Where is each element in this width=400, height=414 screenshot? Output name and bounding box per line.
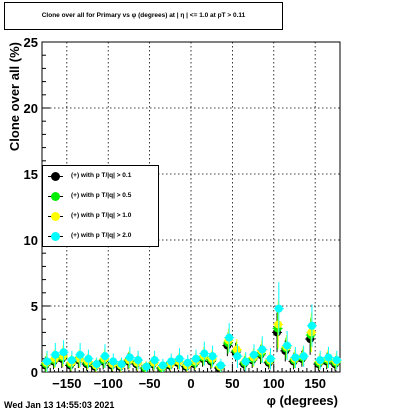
data-point	[76, 350, 85, 359]
data-point	[117, 360, 126, 369]
data-point	[299, 352, 308, 361]
chart-title: Clone over all for Primary vs φ (degrees…	[41, 12, 246, 19]
x-tick-label: 50	[225, 376, 239, 391]
data-point	[258, 345, 267, 354]
data-point	[283, 341, 292, 350]
data-point	[59, 348, 68, 357]
legend-label: (+) with p T/|q| > 1.0	[71, 212, 132, 219]
title-box: Clone over all for Primary vs φ (degrees…	[4, 2, 283, 30]
x-axis-label: φ (degrees)	[267, 393, 338, 408]
data-point	[208, 352, 217, 361]
legend: (+) with p T/|q| > 0.1 (+) with p T/|q| …	[42, 165, 159, 247]
data-point	[241, 357, 250, 366]
legend-marker-green	[51, 192, 60, 201]
data-point	[332, 356, 341, 365]
data-point	[324, 353, 333, 362]
y-axis-label: Clone over all (%)	[7, 42, 22, 151]
data-point	[158, 361, 167, 370]
legend-marker-yellow	[51, 212, 60, 221]
legend-entry-pt-2-0: (+) with p T/|q| > 2.0	[43, 227, 158, 247]
x-tick-label: −150	[52, 376, 81, 391]
legend-label: (+) with p T/|q| > 0.5	[71, 192, 132, 199]
legend-entry-pt-0-1: (+) with p T/|q| > 0.1	[43, 167, 158, 187]
data-point	[125, 353, 134, 362]
data-point	[175, 354, 184, 363]
data-point	[266, 354, 275, 363]
data-point	[84, 354, 93, 363]
legend-entry-pt-1-0: (+) with p T/|q| > 1.0	[43, 207, 158, 227]
data-point	[274, 320, 283, 329]
x-tick-label: 150	[304, 376, 326, 391]
y-tick-label: 10	[24, 233, 38, 248]
data-point	[249, 350, 258, 359]
data-point	[142, 362, 151, 371]
x-tick-label: −100	[94, 376, 123, 391]
data-point	[232, 345, 241, 354]
data-point	[183, 358, 192, 367]
data-point	[307, 328, 316, 337]
legend-marker-black	[51, 172, 60, 181]
y-tick-label: 0	[31, 365, 38, 380]
axes: −150 −100 −50 0 50 100 150 0 5 10 15 20 25	[24, 35, 337, 391]
data-point	[192, 354, 201, 363]
data-point	[274, 304, 283, 313]
x-tick-label: −50	[139, 376, 161, 391]
legend-label: (+) with p T/|q| > 2.0	[71, 232, 132, 239]
data-point	[291, 353, 300, 362]
data-point	[67, 356, 76, 365]
data-point	[216, 361, 225, 370]
data-point	[307, 321, 316, 330]
x-tick-label: 100	[263, 376, 285, 391]
data-point	[43, 357, 52, 366]
legend-entry-pt-0-5: (+) with p T/|q| > 0.5	[43, 187, 158, 207]
data-point	[109, 357, 118, 366]
legend-marker-cyan	[51, 232, 60, 241]
timestamp: Wed Jan 13 14:55:03 2021	[4, 400, 115, 410]
data-point	[167, 357, 176, 366]
data-point	[233, 352, 242, 361]
y-tick-label: 5	[31, 299, 38, 314]
x-tick-label: 0	[187, 376, 194, 391]
y-tick-label: 15	[24, 167, 38, 182]
data-point	[200, 349, 209, 358]
y-tick-label: 20	[24, 101, 38, 116]
data-point	[51, 350, 60, 359]
legend-label: (+) with p T/|q| > 0.1	[71, 172, 132, 179]
series-3	[42, 282, 342, 372]
y-tick-label: 25	[24, 35, 38, 50]
data-point	[100, 352, 109, 361]
data-point	[150, 356, 159, 365]
data-series	[40, 282, 342, 373]
data-point	[316, 356, 325, 365]
data-point	[225, 333, 234, 342]
data-point	[92, 360, 101, 369]
data-point	[134, 356, 143, 365]
